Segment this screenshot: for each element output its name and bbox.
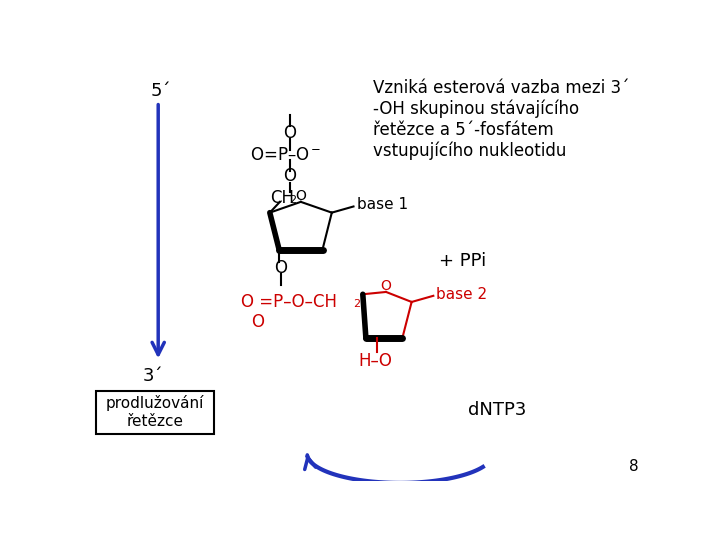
Text: 2: 2 [289,195,297,205]
Text: H–O: H–O [358,352,392,370]
Text: 5´: 5´ [150,82,171,100]
Text: O: O [284,124,297,141]
Text: prodlužování
řetězce: prodlužování řetězce [106,395,204,429]
Text: O: O [251,313,264,331]
Text: base 1: base 1 [356,198,408,212]
Text: 2: 2 [354,299,361,309]
Text: CH: CH [270,189,294,207]
Text: O: O [274,259,287,277]
Text: O: O [295,190,306,204]
Text: O: O [381,279,392,293]
Text: O: O [284,167,297,185]
Text: O=P–O$^-$: O=P–O$^-$ [251,146,322,164]
FancyBboxPatch shape [96,390,214,434]
Text: O =P–O–CH: O =P–O–CH [241,293,337,311]
Text: 8: 8 [629,460,639,475]
Text: + PPi: + PPi [438,252,486,270]
Text: dNTP3: dNTP3 [468,401,526,418]
Text: Vzniká esterová vazba mezi 3´
-OH skupinou stávajícího
řetězce a 5´-fosfátem
vst: Vzniká esterová vazba mezi 3´ -OH skupin… [373,79,629,160]
Text: base 2: base 2 [436,287,487,302]
Text: 3´: 3´ [143,367,163,384]
